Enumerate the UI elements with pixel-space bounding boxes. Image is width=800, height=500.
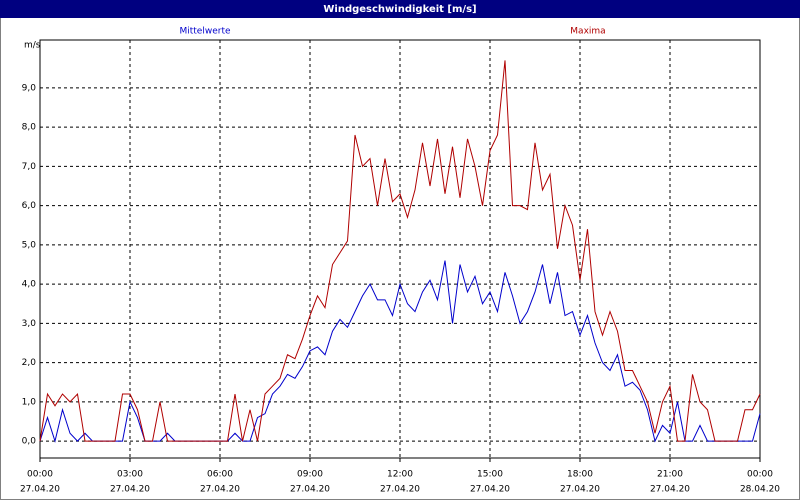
x-tick-label: 00:00	[747, 470, 773, 480]
x-tick-label: 00:00	[27, 470, 53, 480]
y-axis-label: m/s	[24, 41, 41, 51]
y-tick-label: 4,0	[22, 280, 37, 290]
x-tick-label: 18:00	[567, 470, 593, 480]
x-tick-date: 27.04.20	[380, 485, 420, 495]
chart-title: Windgeschwindigkeit [m/s]	[323, 4, 476, 15]
x-tick-label: 03:00	[117, 470, 143, 480]
y-tick-label: 0,0	[22, 437, 37, 447]
y-tick-label: 3,0	[22, 319, 37, 329]
x-tick-date: 28.04.20	[740, 485, 780, 495]
plot-frame	[39, 39, 761, 459]
x-tick-date: 27.04.20	[560, 485, 600, 495]
x-tick-date: 27.04.20	[470, 485, 510, 495]
y-tick-label: 7,0	[22, 162, 37, 172]
x-tick-date: 27.04.20	[290, 485, 330, 495]
y-tick-label: 9,0	[22, 83, 37, 93]
x-tick-date: 27.04.20	[110, 485, 150, 495]
title-bar	[0, 0, 800, 18]
x-tick-label: 09:00	[297, 470, 323, 480]
legend-entry: Mittelwerte	[179, 27, 230, 37]
x-tick-date: 27.04.20	[200, 485, 240, 495]
x-tick-date: 27.04.20	[20, 485, 60, 495]
x-tick-date: 27.04.20	[650, 485, 690, 495]
x-tick-label: 06:00	[207, 470, 233, 480]
x-tick-label: 12:00	[387, 470, 413, 480]
y-tick-label: 5,0	[22, 240, 37, 250]
x-tick-label: 15:00	[477, 470, 503, 480]
data-line	[39, 260, 761, 443]
y-tick-label: 2,0	[22, 358, 37, 368]
y-tick-label: 1,0	[22, 397, 37, 407]
x-tick-label: 21:00	[657, 470, 683, 480]
y-tick-label: 8,0	[22, 123, 37, 133]
legend-entry: Maxima	[570, 27, 605, 37]
y-tick-label: 6,0	[22, 201, 37, 211]
data-line	[39, 60, 761, 442]
